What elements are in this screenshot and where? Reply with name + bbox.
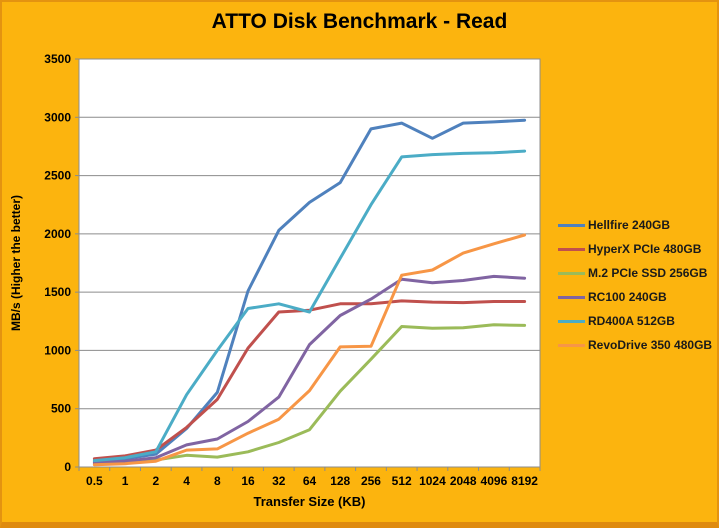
- x-tick-label: 8192: [511, 474, 538, 488]
- y-tick-label: 3000: [44, 110, 71, 124]
- y-tick-label: 2500: [44, 169, 71, 183]
- y-tick-label: 500: [51, 402, 71, 416]
- y-tick-label: 2000: [44, 227, 71, 241]
- legend-line-swatch: [558, 247, 585, 251]
- plot-area: 0 500 1000 1500 2000 2500 3000 3500 0.5 1 2 4 8 16 32 6…: [9, 52, 541, 509]
- x-tick-label: 2: [152, 474, 159, 488]
- y-axis-title: MB/s (Higher the better): [9, 195, 23, 331]
- legend-label: HyperX PCIe 480GB: [588, 242, 702, 256]
- legend-item: RD400A 512GB: [558, 309, 712, 333]
- legend-item: RevoDrive 350 480GB: [558, 333, 712, 357]
- legend-label: Hellfire 240GB: [588, 218, 671, 232]
- x-tick-label: 64: [303, 474, 317, 488]
- x-tick-label: 1024: [419, 474, 446, 488]
- x-tick-label: 8: [214, 474, 221, 488]
- y-tick-label: 1000: [44, 343, 71, 357]
- legend-line-swatch: [558, 319, 585, 323]
- x-tick-label: 4096: [481, 474, 508, 488]
- series-line: [92, 233, 527, 467]
- y-tick-label: 3500: [44, 52, 71, 66]
- x-tick-label: 1: [122, 474, 129, 488]
- x-tick-label: 32: [272, 474, 286, 488]
- legend-item: Hellfire 240GB: [558, 213, 712, 237]
- x-tick-label: 16: [241, 474, 255, 488]
- legend-label: RC100 240GB: [588, 290, 667, 304]
- y-tick-label: 1500: [44, 285, 71, 299]
- legend-label: M.2 PCIe SSD 256GB: [588, 266, 708, 280]
- legend-label: RevoDrive 350 480GB: [588, 338, 713, 352]
- legend-line-swatch: [558, 343, 585, 347]
- legend-line-swatch: [558, 271, 585, 275]
- x-axis-title: Transfer Size (KB): [254, 494, 366, 509]
- plot-background: [78, 58, 541, 468]
- legend-item: M.2 PCIe SSD 256GB: [558, 261, 712, 285]
- legend: Hellfire 240GB HyperX PCIe 480GB M.2 PCI…: [558, 213, 712, 357]
- legend-item: HyperX PCIe 480GB: [558, 237, 712, 261]
- x-tick-label: 4: [183, 474, 190, 488]
- x-tick-label: 128: [330, 474, 350, 488]
- legend-line-swatch: [558, 295, 585, 299]
- x-tick-label: 0.5: [86, 474, 103, 488]
- series-line: [92, 274, 527, 465]
- y-tick-label: 0: [64, 460, 71, 474]
- legend-label: RD400A 512GB: [588, 314, 675, 328]
- series-line: [92, 149, 527, 463]
- chart-title: ATTO Disk Benchmark - Read: [211, 10, 508, 33]
- x-tick-label: 512: [392, 474, 412, 488]
- legend-item: RC100 240GB: [558, 285, 712, 309]
- legend-line-swatch: [558, 223, 585, 227]
- x-tick-label: 256: [361, 474, 381, 488]
- series-line: [92, 118, 527, 464]
- x-tick-label: 2048: [450, 474, 477, 488]
